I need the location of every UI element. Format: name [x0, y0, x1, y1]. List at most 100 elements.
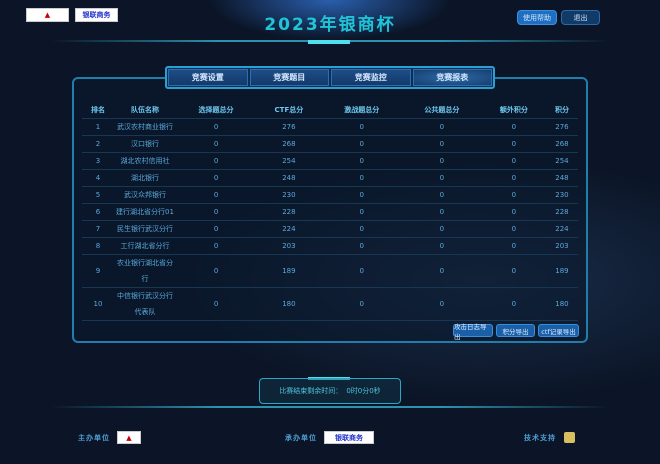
- table-cell: 0: [321, 152, 402, 170]
- export-ctf-record-button[interactable]: ctf记录导出: [538, 324, 579, 337]
- table-cell: 9: [82, 254, 115, 288]
- column-header: CTF总分: [256, 102, 322, 119]
- table-cell: 0: [481, 287, 546, 321]
- support-logo: [564, 432, 575, 443]
- tab-monitor[interactable]: 竞赛监控: [331, 69, 411, 86]
- table-cell: 0: [481, 135, 546, 153]
- export-score-button[interactable]: 积分导出: [496, 324, 535, 337]
- organizer-logo: ▲: [117, 431, 141, 444]
- table-cell: 0: [321, 254, 402, 288]
- table-cell: 0: [401, 169, 482, 187]
- table-row: 6 建行湖北省分行01 0 228 0 0 0 228: [82, 203, 578, 221]
- table-cell: 0: [401, 287, 482, 321]
- support-label: 技术支持: [524, 434, 556, 442]
- table-cell: 中信银行武汉分行代表队: [114, 287, 177, 321]
- table-row: 9 农业银行湖北省分行 0 189 0 0 0 189: [82, 254, 578, 288]
- tab-bar: 竞赛设置 竞赛题目 竞赛监控 竞赛报表: [165, 66, 495, 89]
- table-cell: 0: [321, 237, 402, 255]
- table-cell: 0: [321, 169, 402, 187]
- table-cell: 0: [176, 203, 257, 221]
- table-cell: 湖北银行: [114, 169, 177, 187]
- organizer-label: 主办单位: [78, 434, 110, 442]
- table-cell: 0: [176, 135, 257, 153]
- table-row: 7 民生银行武汉分行 0 224 0 0 0 224: [82, 220, 578, 238]
- table-cell: 268: [545, 135, 578, 153]
- table-cell: 228: [545, 203, 578, 221]
- timer-value: 0时0分0秒: [346, 387, 381, 395]
- table-row: 1 武汉农村商业银行 0 276 0 0 0 276: [82, 118, 578, 136]
- table-cell: 0: [401, 203, 482, 221]
- export-attack-log-button[interactable]: 攻击日志导出: [453, 323, 493, 341]
- column-header: 排名: [82, 102, 115, 119]
- tab-settings[interactable]: 竞赛设置: [168, 69, 248, 86]
- table-cell: 276: [545, 118, 578, 136]
- footer-divider: [50, 406, 610, 408]
- table-cell: 0: [401, 237, 482, 255]
- column-header: 额外积分: [481, 102, 546, 119]
- table-cell: 0: [321, 118, 402, 136]
- page-title: 2023年银商杯: [264, 15, 396, 35]
- table-cell: 0: [176, 254, 257, 288]
- table-cell: 建行湖北省分行01: [114, 203, 177, 221]
- table-cell: 工行湖北省分行: [114, 237, 177, 255]
- table-cell: 湖北农村信用社: [114, 152, 177, 170]
- table-cell: 0: [176, 237, 257, 255]
- help-button[interactable]: 使用帮助: [517, 10, 557, 25]
- countdown-timer: 比赛结束剩余时间： 0时0分0秒: [259, 378, 401, 404]
- table-cell: 汉口银行: [114, 135, 177, 153]
- tab-questions[interactable]: 竞赛题目: [249, 69, 329, 86]
- table-cell: 5: [82, 186, 115, 204]
- table-cell: 224: [256, 220, 322, 238]
- table-cell: 10: [82, 287, 115, 321]
- column-header: 选择题总分: [176, 102, 257, 119]
- table-cell: 0: [401, 254, 482, 288]
- table-cell: 0: [321, 135, 402, 153]
- table-cell: 0: [481, 152, 546, 170]
- table-cell: 248: [545, 169, 578, 187]
- table-cell: 0: [481, 169, 546, 187]
- table-row: 5 武汉众邦银行 0 230 0 0 0 230: [82, 186, 578, 204]
- table-cell: 230: [545, 186, 578, 204]
- co-organizer-logo: 银联商务: [324, 431, 374, 444]
- table-cell: 180: [256, 287, 322, 321]
- table-cell: 民生银行武汉分行: [114, 220, 177, 238]
- tab-reports[interactable]: 竞赛报表: [412, 69, 492, 86]
- table-cell: 276: [256, 118, 322, 136]
- table-cell: 180: [545, 287, 578, 321]
- table-cell: 0: [481, 118, 546, 136]
- table-cell: 268: [256, 135, 322, 153]
- table-cell: 0: [401, 152, 482, 170]
- table-cell: 230: [256, 186, 322, 204]
- table-cell: 0: [401, 186, 482, 204]
- table-cell: 0: [176, 169, 257, 187]
- table-cell: 0: [321, 186, 402, 204]
- table-cell: 0: [321, 287, 402, 321]
- table-cell: 0: [481, 186, 546, 204]
- logout-button[interactable]: 退出: [561, 10, 600, 25]
- table-row: 3 湖北农村信用社 0 254 0 0 0 254: [82, 152, 578, 170]
- table-cell: 248: [256, 169, 322, 187]
- table-cell: 0: [481, 254, 546, 288]
- table-cell: 1: [82, 118, 115, 136]
- table-cell: 0: [321, 220, 402, 238]
- table-cell: 2: [82, 135, 115, 153]
- table-cell: 0: [176, 118, 257, 136]
- table-cell: 0: [401, 220, 482, 238]
- table-cell: 0: [176, 287, 257, 321]
- table-cell: 0: [481, 220, 546, 238]
- table-row: 8 工行湖北省分行 0 203 0 0 0 203: [82, 237, 578, 255]
- co-organizer-label: 承办单位: [285, 434, 317, 442]
- table-cell: 224: [545, 220, 578, 238]
- table-cell: 0: [481, 203, 546, 221]
- table-cell: 0: [401, 118, 482, 136]
- table-cell: 3: [82, 152, 115, 170]
- table-row: 10 中信银行武汉分行代表队 0 180 0 0 0 180: [82, 287, 578, 321]
- unionpay-logo: 银联商务: [75, 8, 118, 22]
- column-header: 激战题总分: [321, 102, 402, 119]
- column-header: 公共题总分: [401, 102, 482, 119]
- table-cell: 203: [545, 237, 578, 255]
- column-header: 积分: [545, 102, 578, 119]
- ranking-table: 排名 队伍名称 选择题总分 CTF总分 激战题总分 公共题总分 额外积分 积分 1 武汉农村商业…: [82, 102, 578, 321]
- table-cell: 7: [82, 220, 115, 238]
- column-header: 队伍名称: [114, 102, 177, 119]
